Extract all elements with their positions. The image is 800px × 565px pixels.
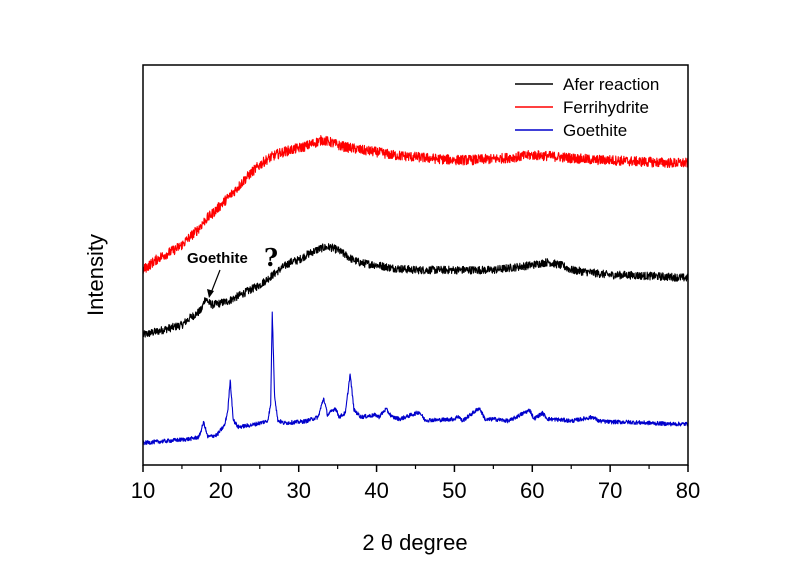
annotation-arrowhead bbox=[207, 289, 214, 298]
legend-label: Afer reaction bbox=[563, 75, 659, 94]
x-tick-label: 10 bbox=[131, 478, 155, 503]
legend: Afer reaction Ferrihydrite Goethite bbox=[515, 75, 659, 140]
x-tick-label: 40 bbox=[364, 478, 388, 503]
x-tick-label: 60 bbox=[520, 478, 544, 503]
y-axis-title: Intensity bbox=[83, 234, 108, 316]
x-tick-label: 20 bbox=[209, 478, 233, 503]
x-tick-label: 80 bbox=[676, 478, 700, 503]
annotation-question-mark: ? bbox=[264, 243, 278, 272]
annotation-arrow-line bbox=[210, 269, 221, 294]
series-line-afer-reaction bbox=[142, 243, 689, 338]
goethite-annotation: Goethite ? bbox=[187, 243, 278, 298]
legend-label: Ferrihydrite bbox=[563, 98, 649, 117]
x-axis: 10 20 30 40 50 60 70 80 bbox=[131, 465, 700, 503]
x-tick-label: 30 bbox=[286, 478, 310, 503]
x-tick-label: 70 bbox=[598, 478, 622, 503]
series-layer bbox=[142, 135, 689, 446]
series-line-goethite bbox=[142, 311, 689, 446]
legend-label: Goethite bbox=[563, 121, 627, 140]
annotation-label: Goethite bbox=[187, 250, 248, 267]
series-line-ferrihydrite bbox=[142, 135, 689, 274]
x-axis-title: 2 θ degree bbox=[362, 530, 467, 555]
x-tick-label: 50 bbox=[442, 478, 466, 503]
